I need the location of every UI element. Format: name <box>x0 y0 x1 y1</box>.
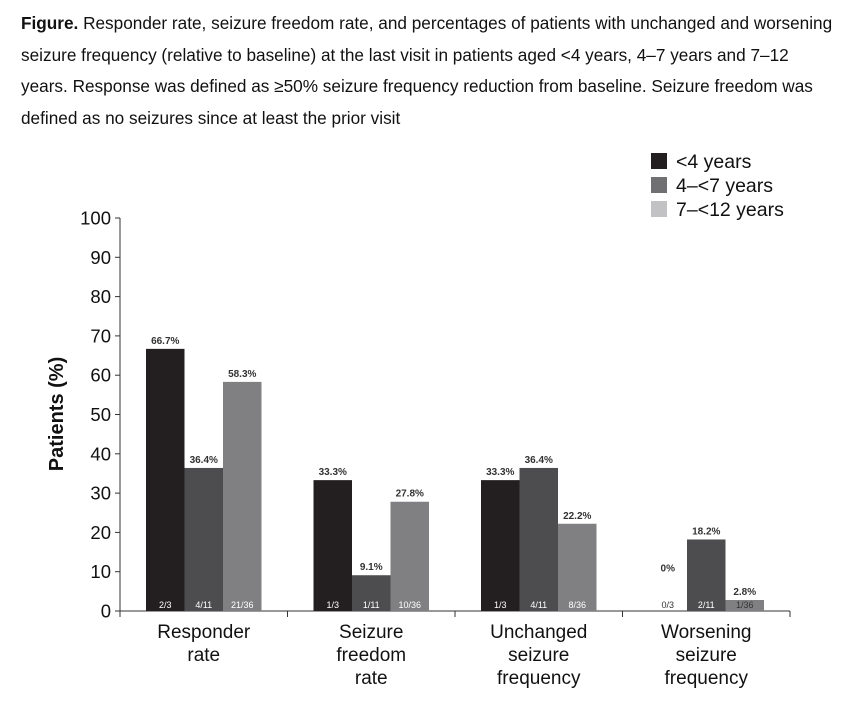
x-category-label: rate <box>187 645 220 666</box>
bar-count-label: 1/3 <box>494 600 507 610</box>
y-tick-label: 30 <box>90 483 111 504</box>
bar-value-label: 58.3% <box>228 369 256 380</box>
x-category-label: seizure <box>676 645 737 666</box>
legend-label: 7–<12 years <box>676 199 784 221</box>
figure-caption: Figure. Responder rate, seizure freedom … <box>21 8 836 134</box>
x-category-label: frequency <box>665 668 749 689</box>
y-tick-label: 0 <box>101 601 111 622</box>
chart-axes: 0 10 20 30 40 50 60 70 80 90 100 Patients (%) Respon… <box>46 208 791 689</box>
y-tick-label: 40 <box>90 443 111 464</box>
caption-text: Responder rate, seizure freedom rate, an… <box>21 13 833 128</box>
bar-count-label: 2/11 <box>698 600 715 610</box>
y-tick-label: 100 <box>80 208 111 229</box>
bar <box>725 599 764 611</box>
x-category-label: rate <box>355 668 388 689</box>
bar <box>223 381 262 611</box>
bar <box>481 480 520 611</box>
chart-bars <box>146 348 764 611</box>
bar-value-label: 0% <box>661 564 676 575</box>
x-category-label: frequency <box>497 668 581 689</box>
bar-count-label: 4/11 <box>530 600 547 610</box>
legend-swatch <box>651 201 667 217</box>
x-category-label: Seizure <box>339 622 403 643</box>
y-tick-label: 50 <box>90 404 111 425</box>
legend-label: <4 years <box>676 151 752 173</box>
bar-count-label: 2/3 <box>159 600 172 610</box>
bar <box>558 523 597 611</box>
bar-count-label: 8/36 <box>568 600 586 610</box>
bar-count-label: 1/36 <box>736 600 754 610</box>
bar-value-label: 27.8% <box>396 489 424 500</box>
bar-value-label: 9.1% <box>360 562 383 573</box>
bar-count-label: 4/11 <box>195 600 212 610</box>
x-category-label: Worsening <box>661 622 751 643</box>
bar-value-label: 36.4% <box>525 455 553 466</box>
x-category-label: Unchanged <box>490 622 587 643</box>
legend-swatch <box>651 153 667 169</box>
caption-label: Figure. <box>21 13 79 33</box>
legend-swatch <box>651 177 667 193</box>
bar-value-label: 33.3% <box>486 467 514 478</box>
y-tick-label: 20 <box>90 522 111 543</box>
y-tick-label: 90 <box>90 247 111 268</box>
x-category-label: Responder <box>157 622 251 643</box>
bar-value-label: 36.4% <box>190 455 218 466</box>
bar <box>519 467 558 611</box>
y-tick-label: 70 <box>90 325 111 346</box>
bar-count-label: 21/36 <box>231 600 254 610</box>
bar-count-label: 1/11 <box>363 600 380 610</box>
bar-value-label: 66.7% <box>151 336 179 347</box>
bar <box>390 501 429 611</box>
bar-value-label: 18.2% <box>692 526 720 537</box>
y-axis-title: Patients (%) <box>46 357 68 471</box>
x-category-label: seizure <box>508 645 569 666</box>
y-tick-label: 10 <box>90 561 111 582</box>
legend-label: 4–<7 years <box>676 175 773 197</box>
bar-value-label: 2.8% <box>733 587 756 598</box>
bar <box>146 348 185 611</box>
y-tick-label: 60 <box>90 365 111 386</box>
bar-count-label: 10/36 <box>398 600 421 610</box>
bar <box>352 575 391 611</box>
x-category-label: freedom <box>336 645 406 666</box>
y-tick-label: 80 <box>90 286 111 307</box>
bar-value-label: 22.2% <box>563 511 591 522</box>
bar <box>687 539 726 611</box>
bar-count-label: 1/3 <box>326 600 339 610</box>
bar-count-label: 0/3 <box>661 600 674 610</box>
bar <box>313 480 352 611</box>
chart-labels: 66.7% 2/3 36.4% 4/11 58.3% 21/36 33.3% 1/3 9.1% 1… <box>151 336 756 610</box>
bar-value-label: 33.3% <box>319 467 347 478</box>
bar <box>184 467 223 611</box>
